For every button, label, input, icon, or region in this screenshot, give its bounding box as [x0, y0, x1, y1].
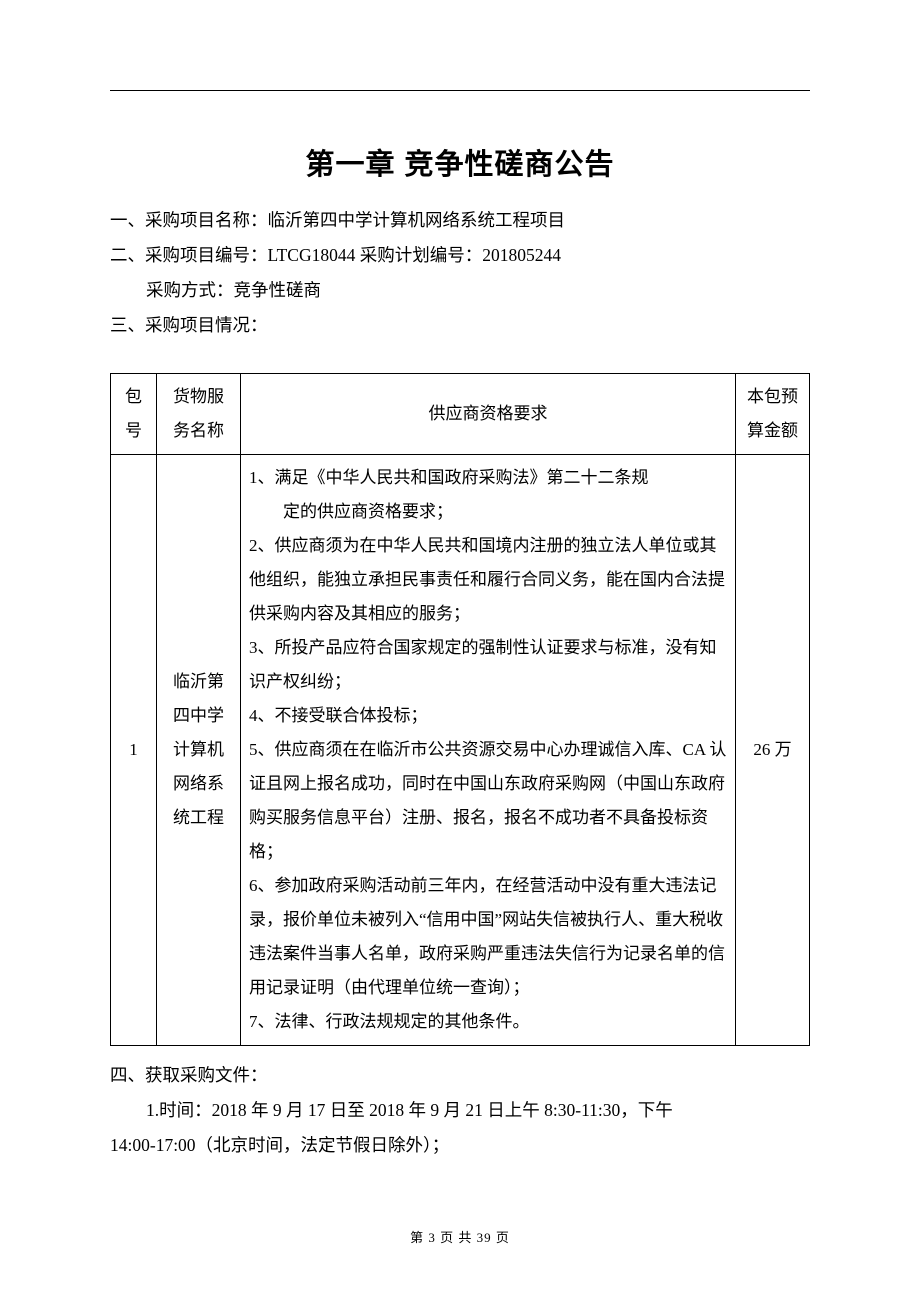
table-row: 1 临沂第四中学计算机网络系统工程 1、满足《中华人民共和国政府采购法》第二十二…: [111, 455, 810, 1046]
req-line: 7、法律、行政法规规定的其他条件。: [249, 1005, 727, 1039]
item-4: 四、获取采购文件：: [110, 1058, 810, 1093]
req-line: 1、满足《中华人民共和国政府采购法》第二十二条规: [249, 461, 727, 495]
th-budget: 本包预算金额: [736, 374, 810, 455]
cell-pkg: 1: [111, 455, 157, 1046]
chapter-title: 第一章 竞争性磋商公告: [110, 141, 810, 183]
cell-budget: 26 万: [736, 455, 810, 1046]
item-1: 一、采购项目名称：临沂第四中学计算机网络系统工程项目: [110, 203, 810, 238]
item-2: 二、采购项目编号：LTCG18044 采购计划编号：201805244: [110, 238, 810, 273]
th-req: 供应商资格要求: [241, 374, 736, 455]
item-4-1a: 1.时间：2018 年 9 月 17 日至 2018 年 9 月 21 日上午 …: [110, 1093, 810, 1128]
req-line: 3、所投产品应符合国家规定的强制性认证要求与标准，没有知识产权纠纷；: [249, 631, 727, 699]
th-name: 货物服务名称: [157, 374, 241, 455]
cell-name: 临沂第四中学计算机网络系统工程: [157, 455, 241, 1046]
req-line: 2、供应商须为在中华人民共和国境内注册的独立法人单位或其他组织，能独立承担民事责…: [249, 529, 727, 631]
req-line: 6、参加政府采购活动前三年内，在经营活动中没有重大违法记录，报价单位未被列入“信…: [249, 869, 727, 1005]
req-line: 5、供应商须在在临沂市公共资源交易中心办理诚信入库、CA 认证且网上报名成功，同…: [249, 733, 727, 869]
cell-req: 1、满足《中华人民共和国政府采购法》第二十二条规 定的供应商资格要求； 2、供应…: [241, 455, 736, 1046]
body-text: 一、采购项目名称：临沂第四中学计算机网络系统工程项目 二、采购项目编号：LTCG…: [110, 203, 810, 1163]
project-table: 包号 货物服务名称 供应商资格要求 本包预算金额 1 临沂第四中学计算机网络系统…: [110, 373, 810, 1046]
item-3: 三、采购项目情况：: [110, 308, 810, 343]
req-line: 4、不接受联合体投标；: [249, 699, 727, 733]
req-line: 定的供应商资格要求；: [249, 495, 727, 529]
th-pkg: 包号: [111, 374, 157, 455]
page: 第一章 竞争性磋商公告 一、采购项目名称：临沂第四中学计算机网络系统工程项目 二…: [0, 0, 920, 1302]
page-footer: 第 3 页 共 39 页: [0, 1227, 920, 1246]
item-4-1b: 14:00-17:00（北京时间，法定节假日除外）；: [110, 1128, 810, 1163]
table-header-row: 包号 货物服务名称 供应商资格要求 本包预算金额: [111, 374, 810, 455]
top-rule: [110, 90, 810, 91]
item-2b: 采购方式：竞争性磋商: [110, 273, 810, 308]
